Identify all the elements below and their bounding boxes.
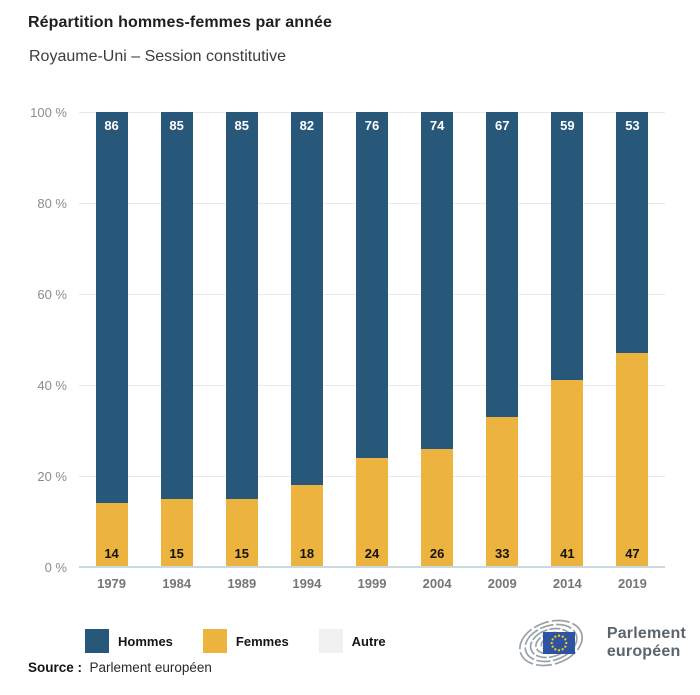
bar-1994: 82 18 — [290, 112, 323, 567]
bar-value-femmes: 15 — [234, 546, 249, 561]
source-label: Source : — [28, 660, 83, 675]
bar-value-hommes: 74 — [429, 118, 445, 133]
bar-value-femmes: 15 — [169, 546, 184, 561]
bar-value-hommes: 86 — [104, 118, 119, 133]
bar-segment-femmes — [225, 498, 258, 567]
bar-value-hommes: 85 — [169, 118, 184, 133]
bar-1984: 85 15 — [160, 112, 193, 567]
bar-segment-hommes — [225, 112, 258, 499]
y-tick-label: 20 % — [37, 469, 67, 484]
bar-segment-hommes — [421, 112, 454, 449]
x-tick-label: 1984 — [162, 576, 192, 591]
bar-segment-hommes — [290, 112, 323, 486]
bar-segment-femmes — [616, 353, 649, 567]
chart-area: 0 % 20 % 40 % 60 % 80 % 100 % 86 14 85 15 85 15 82 1… — [0, 105, 700, 575]
bar-segment-femmes — [421, 448, 454, 567]
bar-segment-femmes — [551, 380, 584, 567]
bar-segment-hommes — [616, 112, 649, 354]
x-tick-label: 2009 — [487, 576, 517, 591]
bar-segment-hommes — [95, 112, 128, 504]
legend-swatch — [318, 629, 343, 653]
y-tick-label: 0 % — [44, 560, 67, 575]
legend-item-hommes: Hommes — [85, 629, 173, 653]
x-tick-label: 1999 — [357, 576, 387, 591]
hemicycle-icon — [518, 619, 583, 667]
legend-swatch — [85, 629, 109, 653]
bar-value-femmes: 41 — [560, 546, 575, 561]
legend-label: Hommes — [118, 633, 173, 649]
bar-2004: 74 26 — [421, 112, 454, 567]
bar-segment-femmes — [95, 503, 128, 567]
bar-value-femmes: 47 — [625, 546, 640, 561]
chart-title: Répartition hommes-femmes par année — [28, 14, 333, 31]
bar-value-femmes: 24 — [364, 546, 380, 561]
bar-value-hommes: 85 — [234, 118, 249, 133]
bar-value-femmes: 33 — [494, 546, 510, 561]
x-tick-label: 1989 — [227, 576, 257, 591]
y-tick-label: 40 % — [37, 378, 67, 393]
bar-2014: 59 41 — [551, 112, 584, 567]
bar-2019: 53 47 — [616, 112, 649, 567]
bar-value-hommes: 76 — [364, 118, 380, 133]
y-tick-label: 60 % — [37, 287, 67, 302]
bar-segment-hommes — [356, 112, 388, 458]
bar-1989: 85 15 — [225, 112, 258, 567]
chart-subtitle: Royaume-Uni – Session constitutive — [29, 48, 287, 65]
bar-1999: 76 24 — [356, 112, 388, 567]
x-axis-labels: 1979 1984 1989 1994 1999 2004 2009 2014 2019 — [79, 572, 665, 592]
bar-2009: 67 33 — [486, 112, 519, 567]
x-tick-label: 2014 — [552, 576, 582, 591]
source-text: Source : Parlement européen — [28, 660, 212, 675]
bar-value-femmes: 26 — [429, 546, 445, 561]
logo-text-line1: Parlement — [606, 625, 686, 643]
european-parliament-logo: Parlement européen — [517, 617, 686, 669]
legend: Hommes Femmes Autre — [85, 628, 386, 654]
eu-flag-icon — [542, 632, 575, 654]
legend-label: Autre — [351, 633, 386, 649]
y-tick-label: 80 % — [37, 196, 67, 211]
x-tick-label: 2019 — [617, 576, 647, 591]
y-axis-labels: 0 % 20 % 40 % 60 % 80 % 100 % — [0, 105, 67, 575]
x-tick-label: 1979 — [97, 576, 127, 591]
legend-swatch — [202, 629, 227, 653]
legend-label: Femmes — [235, 633, 289, 649]
bar-segment-femmes — [160, 498, 193, 567]
bar-segment-femmes — [486, 416, 519, 567]
legend-item-femmes: Femmes — [202, 629, 289, 653]
x-axis-baseline — [79, 566, 665, 568]
bar-value-hommes: 82 — [299, 118, 315, 133]
bar-value-hommes: 59 — [560, 118, 575, 133]
x-tick-label: 2004 — [422, 576, 452, 591]
logo-text-line2: européen — [606, 643, 681, 660]
bar-value-femmes: 18 — [299, 546, 315, 561]
bar-value-hommes: 67 — [494, 118, 510, 133]
logo-text: Parlement européen — [607, 625, 686, 660]
bar-segment-femmes — [290, 485, 323, 567]
source-value-text: Parlement européen — [89, 660, 212, 675]
bar-value-femmes: 14 — [104, 546, 119, 561]
legend-item-autre: Autre — [318, 629, 386, 653]
bar-segment-hommes — [551, 112, 584, 381]
bar-segment-hommes — [486, 112, 519, 417]
x-tick-label: 1994 — [292, 576, 322, 591]
bar-segment-hommes — [160, 112, 193, 499]
eu-flag-stars — [550, 634, 568, 652]
bar-value-hommes: 53 — [625, 118, 640, 133]
y-tick-label: 100 % — [30, 105, 67, 120]
bar-1979: 86 14 — [95, 112, 128, 567]
bar-segment-femmes — [356, 457, 388, 567]
plot-area: 86 14 85 15 85 15 82 18 76 24 74 26 67 33 59 41 53 47 — [79, 112, 665, 568]
